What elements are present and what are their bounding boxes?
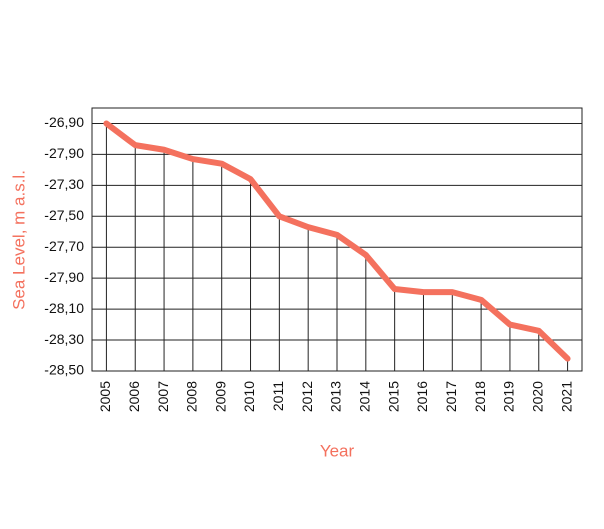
x-tick-label: 2021: [558, 381, 574, 412]
y-tick-label: -26,90: [44, 114, 84, 130]
x-axis-title: Year: [320, 441, 355, 460]
x-tick-label: 2010: [241, 381, 257, 412]
y-axis-title: Sea Level, m a.s.l.: [9, 170, 28, 310]
y-tick-label: -28,10: [44, 300, 84, 316]
x-tick-label: 2005: [97, 381, 113, 412]
y-tick-label: -27,90: [44, 269, 84, 285]
x-tick-label: 2012: [299, 381, 315, 412]
x-tick-label: 2013: [328, 381, 344, 412]
x-tick-label: 2016: [414, 381, 430, 412]
x-tick-label: 2006: [126, 381, 142, 412]
y-tick-label: -28,30: [44, 331, 84, 347]
x-tick-label: 2015: [385, 381, 401, 412]
x-tick-label: 2008: [184, 381, 200, 412]
y-tick-label: -27,50: [44, 207, 84, 223]
x-tick-label: 2017: [443, 381, 459, 412]
data-line: [103, 120, 571, 362]
x-tick-label: 2019: [501, 381, 517, 412]
x-tick-label: 2014: [357, 381, 373, 412]
x-tick-label: 2020: [529, 381, 545, 412]
x-tick-label: 2007: [155, 381, 171, 412]
y-tick-label: -27,70: [44, 238, 84, 254]
y-tick-label: -27,90: [44, 145, 84, 161]
y-tick-label: -28,50: [44, 362, 84, 378]
y-tick-label: -27,30: [44, 176, 84, 192]
x-tick-label: 2011: [270, 381, 286, 411]
x-tick-label: 2009: [212, 381, 228, 412]
x-tick-label: 2018: [472, 381, 488, 412]
